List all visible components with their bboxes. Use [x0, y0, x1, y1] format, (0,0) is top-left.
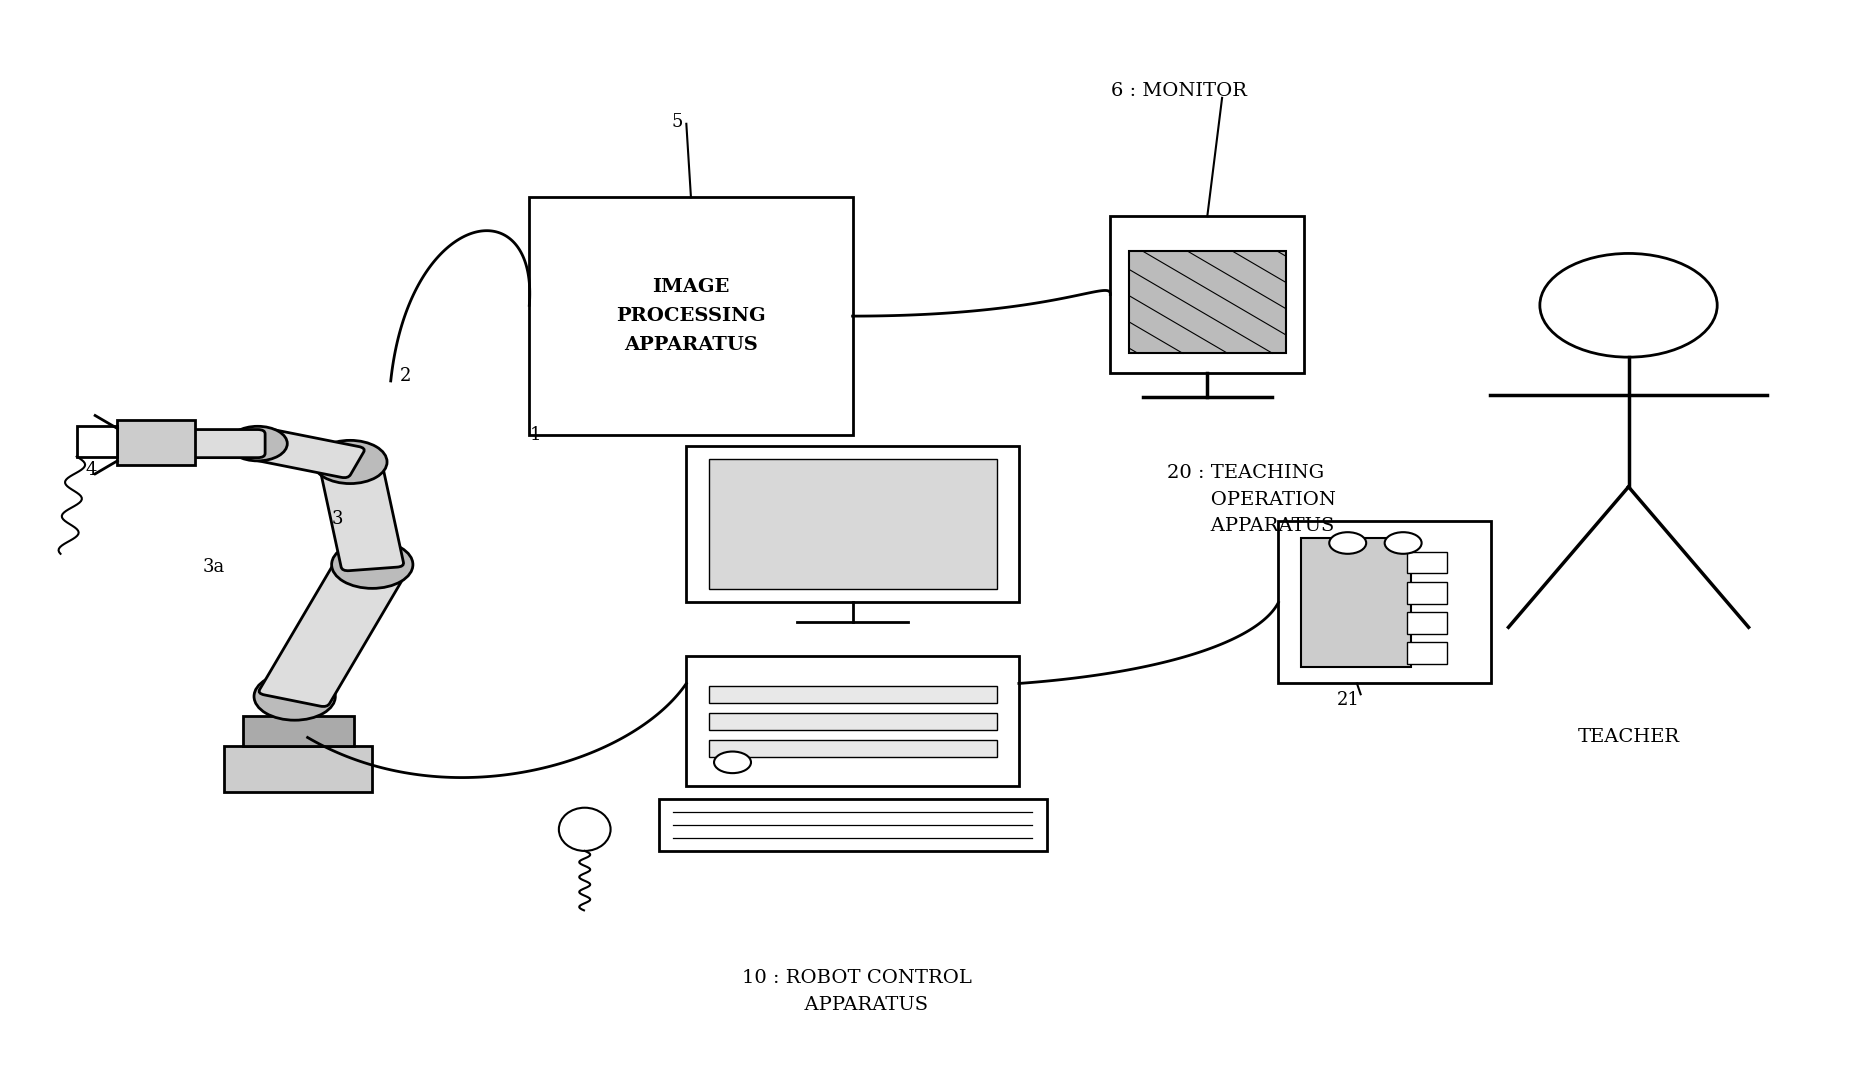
Text: 21: 21: [1336, 691, 1360, 709]
Ellipse shape: [560, 808, 611, 851]
Text: 6 : MONITOR: 6 : MONITOR: [1112, 83, 1247, 100]
FancyBboxPatch shape: [319, 456, 404, 571]
Bar: [658, 799, 1047, 851]
FancyBboxPatch shape: [183, 430, 265, 457]
Bar: [708, 712, 997, 730]
Circle shape: [254, 672, 335, 720]
Bar: [1406, 643, 1447, 664]
Bar: [224, 746, 372, 792]
Circle shape: [1384, 532, 1421, 554]
Bar: [1406, 552, 1447, 573]
Circle shape: [713, 752, 750, 773]
Circle shape: [1540, 253, 1718, 357]
Bar: [686, 445, 1019, 603]
FancyBboxPatch shape: [259, 555, 408, 707]
Circle shape: [228, 427, 287, 460]
Bar: [530, 198, 852, 435]
Bar: [1279, 521, 1492, 683]
FancyBboxPatch shape: [243, 428, 365, 478]
Circle shape: [313, 440, 387, 483]
Bar: [708, 740, 997, 757]
Text: 3: 3: [332, 510, 343, 528]
Bar: [686, 656, 1019, 786]
Bar: [243, 716, 354, 746]
Bar: [1301, 538, 1412, 667]
Text: 5: 5: [671, 113, 684, 130]
Bar: [76, 427, 117, 456]
Text: TEACHER: TEACHER: [1577, 729, 1679, 746]
Bar: [117, 420, 195, 465]
Bar: [1406, 582, 1447, 604]
Circle shape: [332, 541, 413, 589]
Text: 3a: 3a: [202, 558, 224, 576]
Bar: [708, 458, 997, 590]
Text: 10 : ROBOT CONTROL
          APPARATUS: 10 : ROBOT CONTROL APPARATUS: [741, 969, 971, 1013]
Circle shape: [1329, 532, 1366, 554]
Text: 4: 4: [85, 460, 98, 479]
Text: 1: 1: [530, 426, 541, 444]
Bar: [1110, 216, 1305, 372]
Bar: [1406, 613, 1447, 634]
Text: IMAGE
PROCESSING
APPARATUS: IMAGE PROCESSING APPARATUS: [617, 278, 765, 354]
Text: 20 : TEACHING
       OPERATION
       APPARATUS: 20 : TEACHING OPERATION APPARATUS: [1167, 465, 1336, 535]
Text: 2: 2: [400, 367, 411, 384]
Bar: [708, 685, 997, 703]
Bar: [1128, 251, 1286, 353]
